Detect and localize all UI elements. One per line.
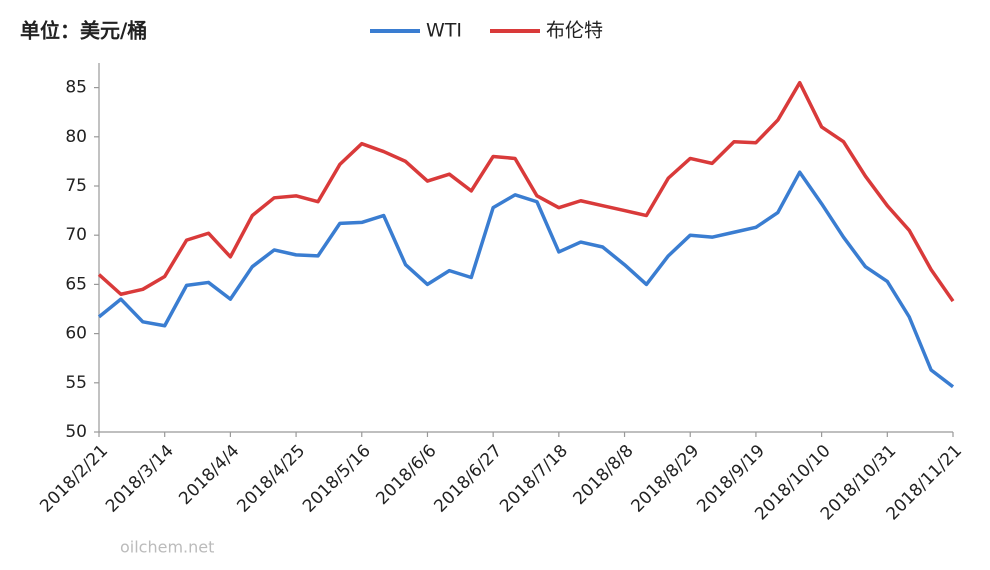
y-tick-label: 75 (65, 176, 87, 196)
line-series (97, 170, 955, 389)
y-tick-label: 50 (65, 422, 87, 442)
legend-label: WTI (426, 20, 462, 42)
x-tick-label: 2018/7/18 (496, 441, 572, 517)
x-tick-label: 2018/6/6 (372, 441, 440, 509)
x-tick-label: 2018/2/21 (36, 441, 112, 517)
y-tick-label: 85 (65, 78, 87, 98)
x-tick-label: 2018/5/16 (299, 441, 375, 517)
line-series (97, 80, 955, 303)
x-tick-label: 2018/4/4 (175, 441, 243, 509)
y-tick-label: 60 (65, 324, 87, 344)
y-tick-label: 70 (65, 225, 87, 245)
x-tick-label: 2018/8/8 (569, 441, 637, 509)
x-tick-label: 2018/4/25 (233, 441, 309, 517)
x-tick-label: 2018/3/14 (102, 441, 178, 517)
x-tick-label: 2018/6/27 (430, 441, 506, 517)
legend-label: 布伦特 (546, 20, 603, 42)
y-tick-label: 80 (65, 127, 87, 147)
y-tick-label: 55 (65, 373, 87, 393)
chart-title: 单位：美元/桶 (20, 19, 147, 43)
y-tick-label: 65 (65, 274, 87, 294)
x-tick-label: 2018/8/29 (628, 441, 704, 517)
watermark: oilchem.net (120, 538, 214, 557)
